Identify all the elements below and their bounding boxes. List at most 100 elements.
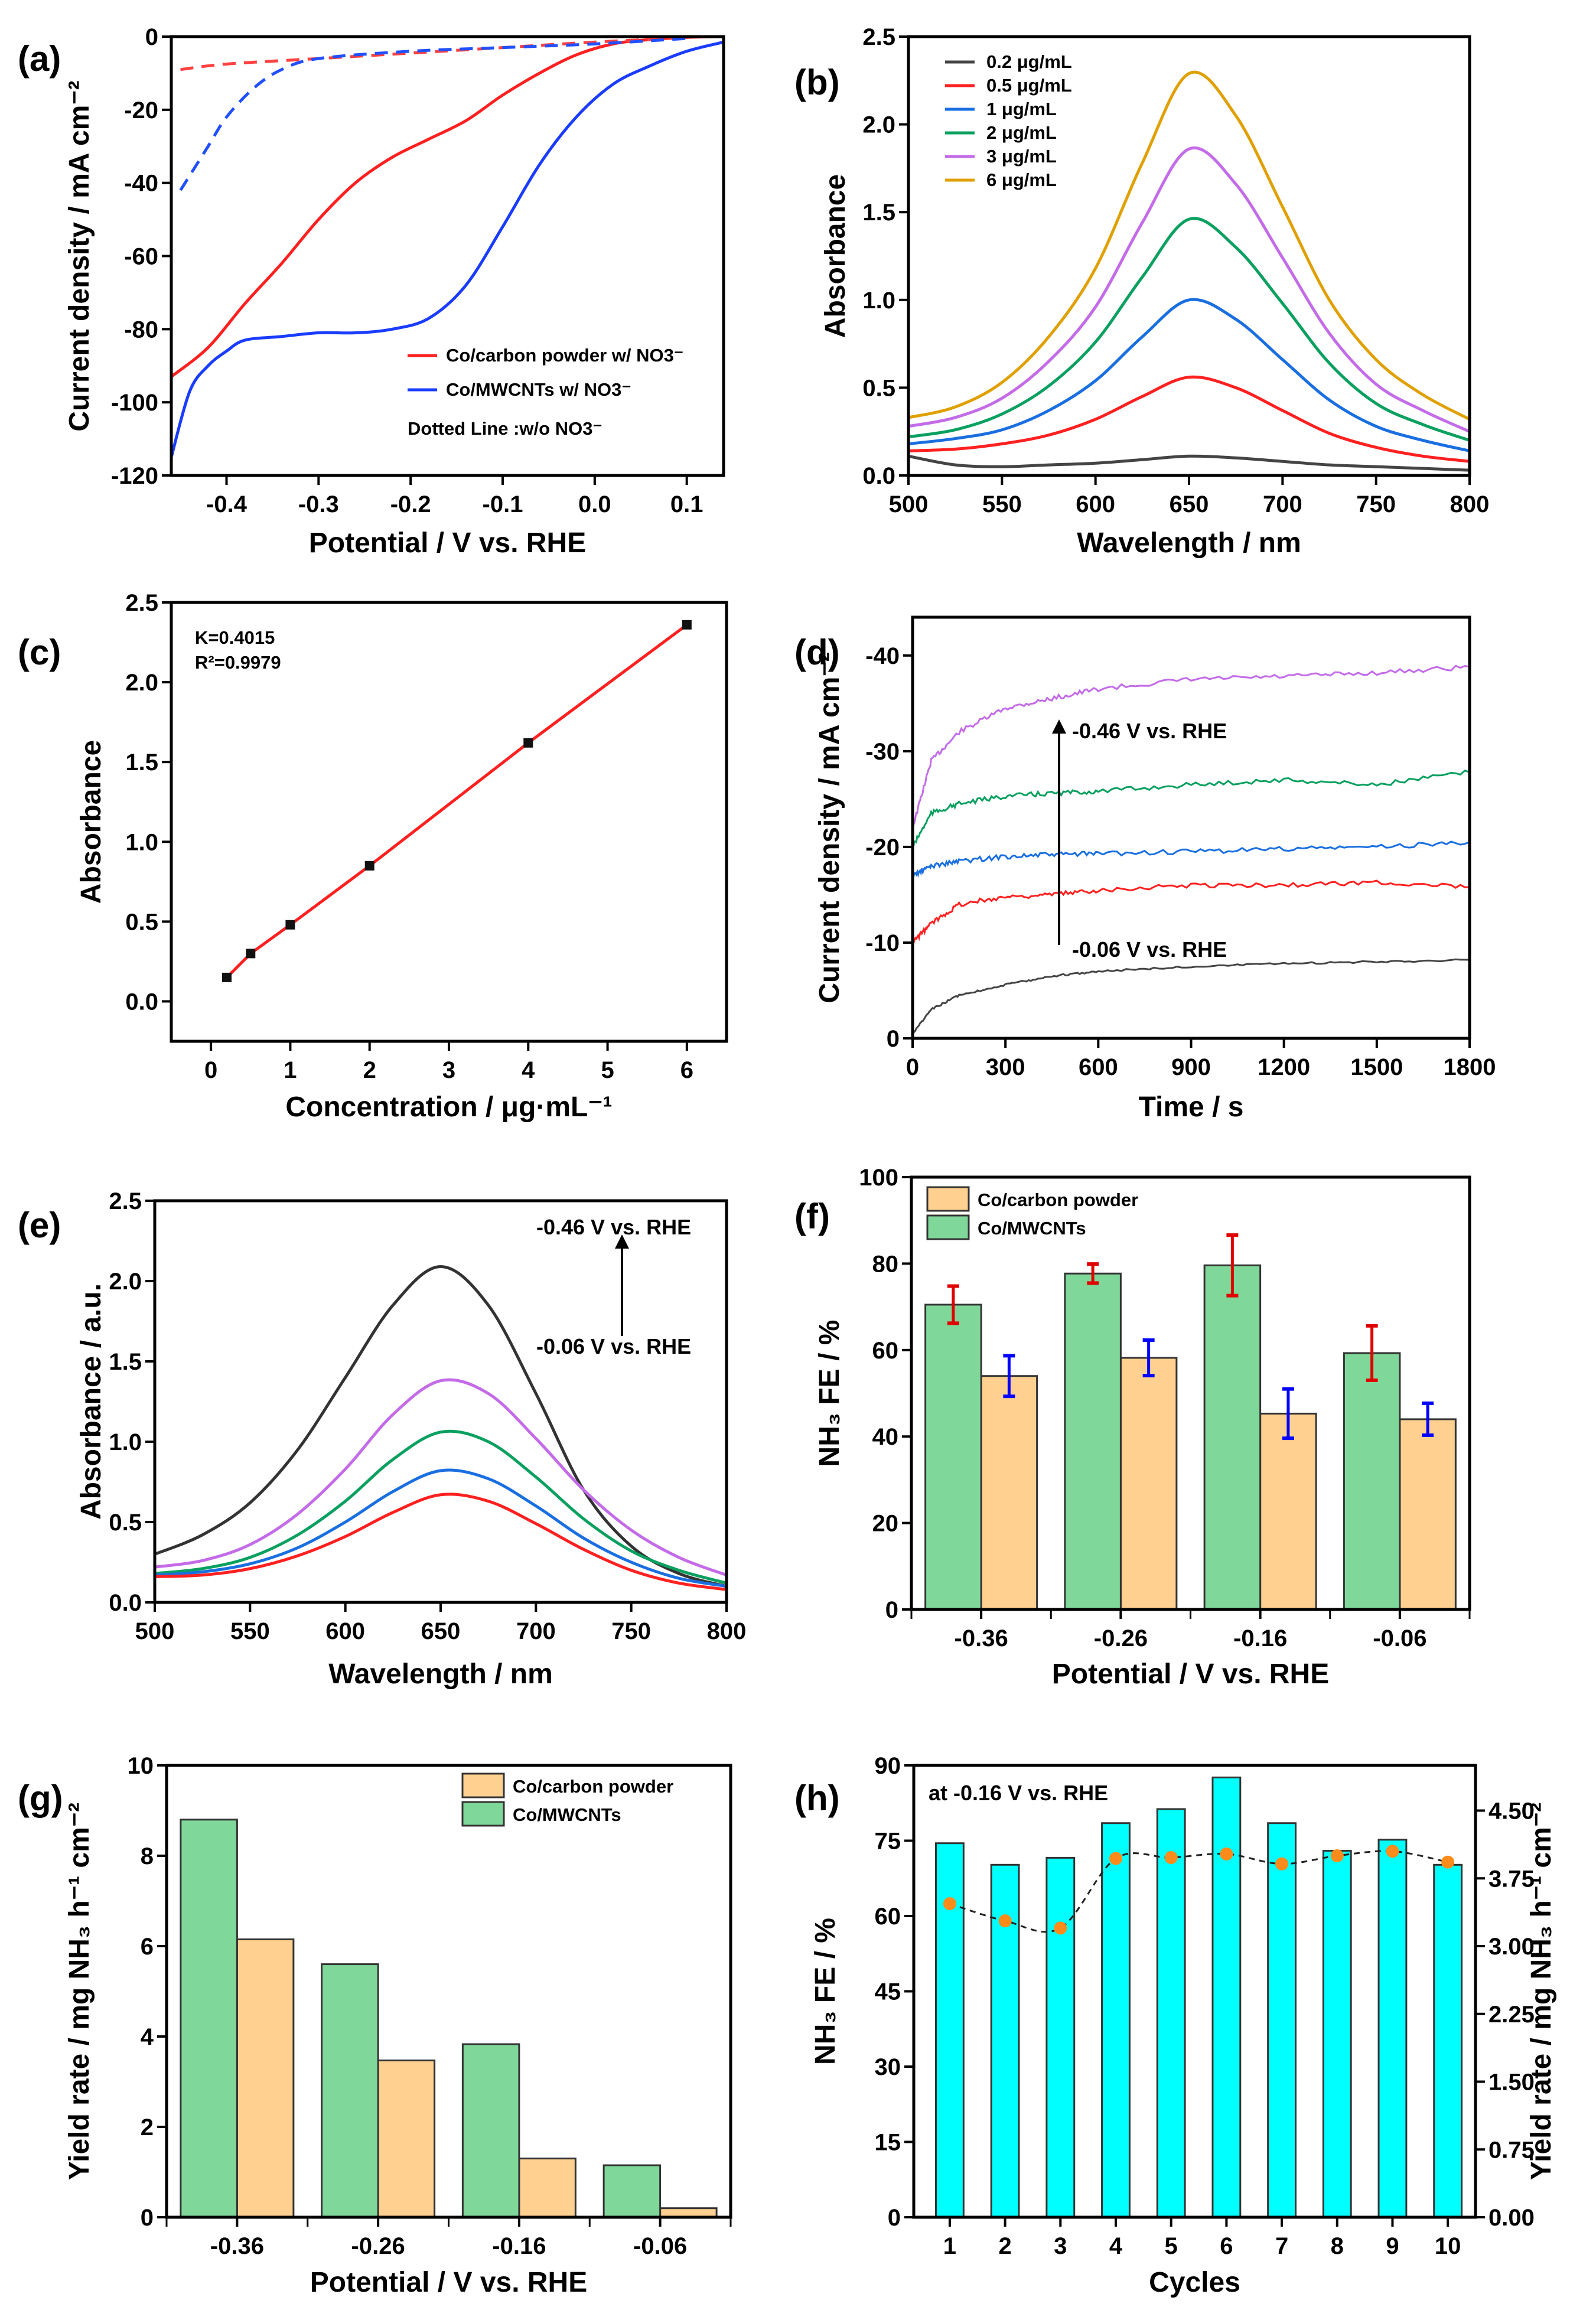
y-tick-label: 0.0 [862, 463, 895, 489]
plot-area [934, 1776, 1463, 2217]
x-tick-label: 5 [601, 1057, 614, 1083]
x-axis-label: Cycles [1149, 2267, 1240, 2298]
bar [602, 2164, 662, 2217]
y2-tick-label: 3.00 [1488, 1934, 1535, 1960]
panel-e: (e) Wavelength / nm Absorbance / a.u. 500 55… [18, 1188, 746, 1690]
y2-tick-label: 2.25 [1488, 2002, 1535, 2028]
x-tick-label: 800 [707, 1618, 747, 1644]
x-tick-label: -0.26 [351, 2233, 405, 2259]
y-tick-label: -40 [865, 643, 900, 669]
panel-g: (g) Potential / V vs. RHE Yield rate / mg … [18, 1753, 732, 2298]
y-tick-label: 10 [128, 1753, 154, 1779]
panel-a: (a) Potential / V vs. RHE Current density … [18, 24, 725, 559]
x-tick-label: 1500 [1350, 1054, 1403, 1080]
bar [180, 1819, 238, 2217]
annotation: -0.46 V vs. RHE [536, 1215, 691, 1239]
x-tick-label: 1 [943, 2233, 956, 2259]
panel-label: (f) [794, 1197, 830, 1236]
yield-point [1054, 1921, 1067, 1935]
series-line-2 [180, 37, 687, 71]
panel-label: (c) [18, 633, 61, 672]
x-tick-label: 9 [1386, 2233, 1399, 2259]
y-tick-label: -80 [124, 317, 158, 343]
x-tick-label: -0.26 [1094, 1625, 1148, 1651]
yield-line [949, 1850, 1448, 1933]
panel-label: (a) [18, 39, 61, 79]
bar [1267, 1822, 1297, 2217]
y-tick-label: 2.5 [862, 24, 895, 50]
series-line-4 [908, 146, 1470, 433]
x-tick-label: 300 [986, 1054, 1025, 1080]
x-tick-label: 2 [998, 2233, 1011, 2259]
annotation: R²=0.9979 [195, 652, 281, 673]
plot-frame [910, 1175, 1471, 1611]
x-tick-label: 7 [1275, 2233, 1288, 2259]
y-tick-label: 2.0 [862, 112, 895, 138]
y-tick-label: 0 [145, 24, 158, 50]
plot-frame [153, 1199, 728, 1604]
bar [236, 1938, 295, 2217]
x-tick-label: 6 [1220, 2233, 1233, 2259]
x-tick-label: 550 [982, 491, 1022, 517]
x-axis-label: Time / s [1139, 1091, 1244, 1123]
y-tick-label: 0 [888, 2205, 901, 2231]
panel-label: (b) [794, 63, 840, 102]
y-tick-label: 1.5 [125, 750, 158, 775]
yield-point [1330, 1849, 1344, 1862]
x-tick-label: 800 [1450, 491, 1490, 517]
plot-frame [911, 615, 1471, 1040]
y-tick-label: 0 [887, 1026, 900, 1052]
panel-label: (e) [18, 1205, 61, 1245]
plot-frame [170, 601, 728, 1043]
legend-label: Co/MWCNTs [978, 1218, 1086, 1239]
y2-tick-label: 3.75 [1488, 1866, 1535, 1892]
x-tick-label: 700 [1263, 491, 1302, 517]
x-tick-label: 6 [680, 1057, 693, 1083]
y2-tick-label: 0.00 [1488, 2205, 1535, 2231]
data-point [682, 620, 692, 630]
x-axis-label: Potential / V vs. RHE [310, 2267, 587, 2298]
y-tick-label: 6 [141, 1934, 154, 1960]
series-line-3 [179, 37, 687, 191]
bar [461, 2043, 520, 2217]
legend-label: Co/carbon powder [978, 1190, 1138, 1210]
y-tick-label: -10 [865, 930, 900, 956]
series-line-1 [913, 769, 1470, 848]
legend-swatch [461, 1801, 505, 1827]
x-tick-label: 900 [1171, 1054, 1211, 1080]
x-tick-label: -0.06 [633, 2233, 687, 2259]
legend-swatch [926, 1186, 970, 1212]
yield-point [1109, 1852, 1122, 1865]
x-tick-label: 0 [906, 1054, 919, 1080]
y-tick-label: 60 [872, 1338, 899, 1364]
series-line-4 [155, 1493, 727, 1591]
y-axis-label: NH₃ FE / % [810, 1918, 841, 2065]
series-line-0 [908, 454, 1470, 472]
yield-point [943, 1897, 956, 1911]
y-tick-label: -100 [111, 390, 158, 416]
y-tick-label: -20 [124, 97, 158, 123]
bar [1064, 1272, 1122, 1609]
panel-label: (h) [794, 1778, 840, 1818]
y-tick-label: 1.5 [109, 1349, 142, 1375]
plot-frame [170, 35, 725, 477]
legend-label: 1 μg/mL [986, 99, 1057, 119]
y-tick-label: 20 [872, 1511, 899, 1537]
bar [1045, 1856, 1076, 2217]
y-tick-label: 0.5 [862, 375, 895, 401]
x-tick-label: 10 [1435, 2233, 1461, 2259]
x-tick-label: 1800 [1444, 1054, 1496, 1080]
legend-swatch [461, 1772, 505, 1798]
y-axis-label: Yield rate / mg NH₃ h⁻¹ cm⁻² [64, 1803, 95, 2180]
bar [1399, 1418, 1457, 1609]
x-tick-label: 4 [522, 1057, 535, 1083]
arrow-head-icon [615, 1234, 629, 1249]
y-tick-label: 1.0 [109, 1429, 142, 1455]
y-tick-label: 15 [875, 2130, 901, 2156]
bar [924, 1304, 982, 1609]
legend-label: 3 μg/mL [986, 146, 1057, 167]
x-tick-label: -0.1 [483, 491, 523, 517]
panel-label: (g) [18, 1778, 63, 1818]
